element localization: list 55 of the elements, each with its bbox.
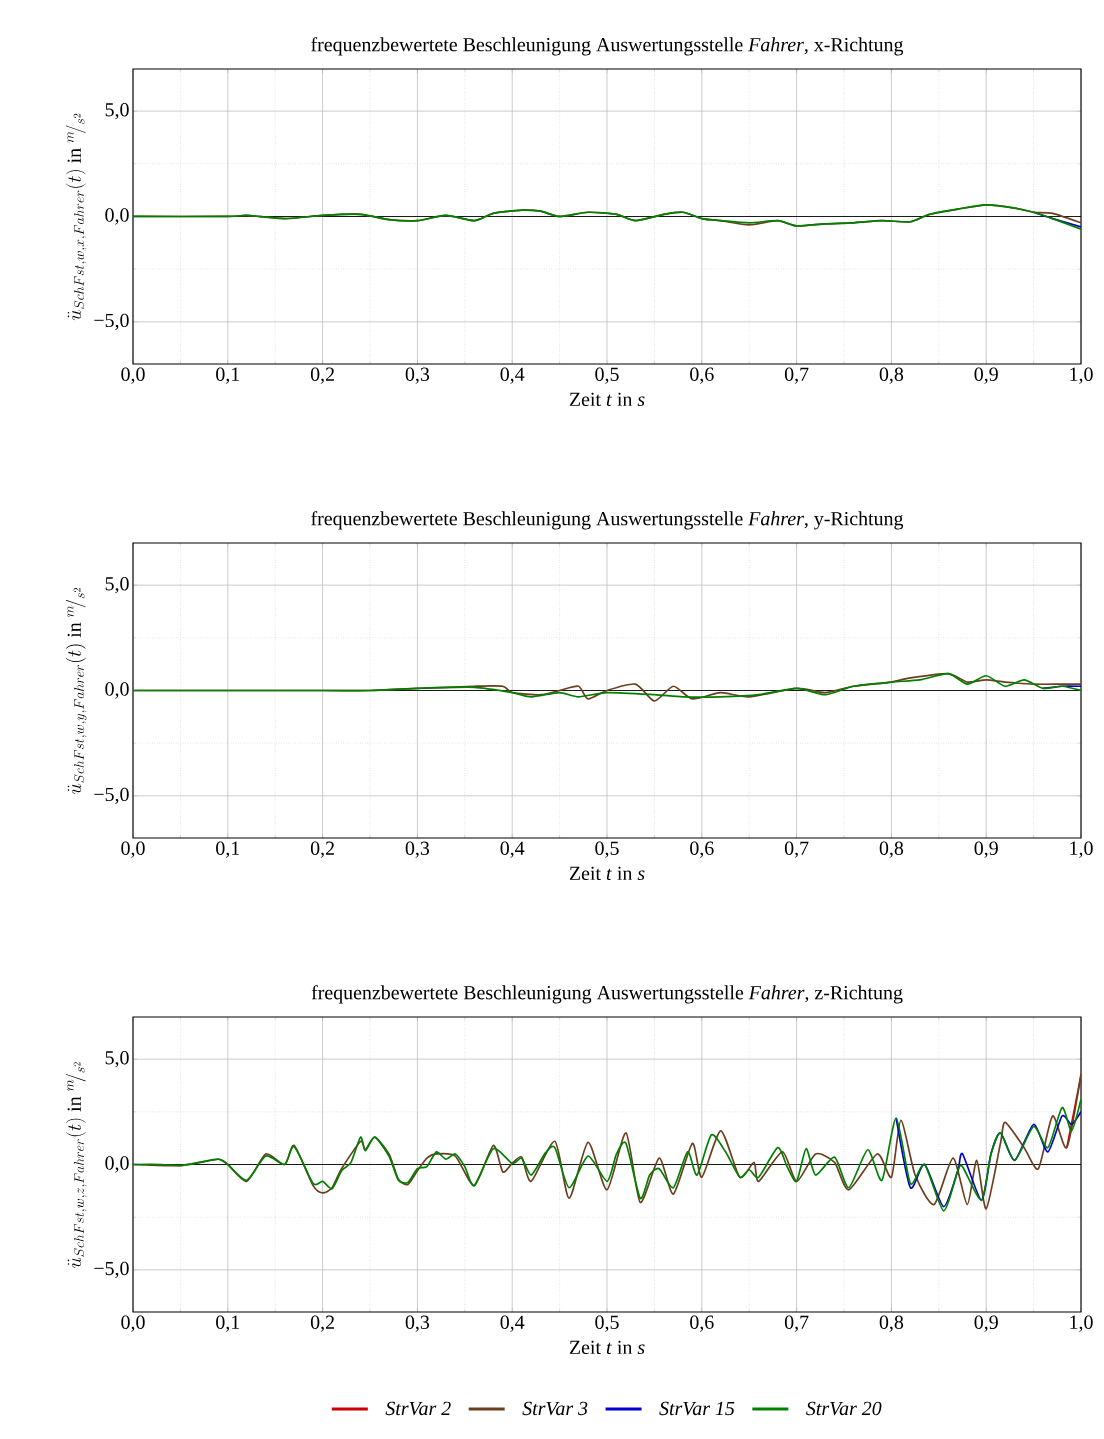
x-axis-title: Zeit t in s xyxy=(569,392,645,407)
chart-title: frequenzbewertete Beschleunigung Auswertungsstelle Fahrer, z-Richtung xyxy=(311,985,903,1004)
y-tick-label: 5,0 xyxy=(105,102,129,120)
y-tick-label: −5,0 xyxy=(94,1261,129,1279)
x-tick-label: 0,7 xyxy=(784,367,809,384)
x-tick-label: 1,0 xyxy=(1070,1315,1093,1332)
y-tick-label: 0,0 xyxy=(105,682,129,699)
chart-title: frequenzbewertete Beschleunigung Auswertungsstelle Fahrer, y-Richtung xyxy=(311,511,904,530)
x-tick-label: 0,5 xyxy=(595,1315,619,1332)
x-tick-label: 0,6 xyxy=(690,1315,714,1332)
y-tick-label: 5,0 xyxy=(105,1050,129,1068)
x-tick-label: 0,1 xyxy=(216,1315,240,1332)
x-tick-label: 0,9 xyxy=(974,1315,998,1332)
x-tick-label: 0,2 xyxy=(310,1315,334,1332)
x-tick-label: 0,9 xyxy=(974,841,998,858)
legend-label: StrVar 3 xyxy=(522,1401,588,1416)
y-axis-title: $\ddot{u}_{SchFst,w,x,Fahrer}(t)\ \mathrm{in}\ {}^{m}\!/_{s^{2}}$ xyxy=(65,113,87,321)
x-tick-label: 0,6 xyxy=(690,841,714,858)
x-tick-label: 1,0 xyxy=(1070,841,1093,858)
x-tick-label: 0,4 xyxy=(500,367,525,384)
x-tick-label: 0,5 xyxy=(595,841,619,858)
x-tick-label: 0,2 xyxy=(310,841,334,858)
y-tick-label: −5,0 xyxy=(94,787,129,804)
x-tick-label: 0,3 xyxy=(405,841,430,858)
x-tick-label: 0,7 xyxy=(784,1315,809,1332)
x-tick-label: 0,5 xyxy=(595,367,619,384)
x-tick-label: 0,0 xyxy=(121,841,145,858)
x-tick-label: 0,8 xyxy=(879,1315,904,1332)
x-tick-label: 0,3 xyxy=(405,367,430,384)
x-tick-label: 0,9 xyxy=(974,367,998,384)
x-tick-label: 0,8 xyxy=(879,367,904,384)
x-axis-title: Zeit t in s xyxy=(569,1340,645,1355)
x-tick-label: 0,8 xyxy=(879,841,904,858)
chart-title: frequenzbewertete Beschleunigung Auswertungsstelle Fahrer, x-Richtung xyxy=(311,37,904,56)
legend-label: StrVar 15 xyxy=(659,1401,735,1416)
y-axis-title: $\ddot{u}_{SchFst,w,y,Fahrer}(t)\ \mathrm{in}\ {}^{m}\!/_{s^{2}}$ xyxy=(65,588,87,794)
x-tick-label: 0,4 xyxy=(500,841,525,858)
x-tick-label: 0,1 xyxy=(216,367,240,384)
x-tick-label: 0,0 xyxy=(121,367,145,384)
x-tick-label: 0,4 xyxy=(500,1315,525,1332)
legend-label: StrVar 2 xyxy=(385,1401,451,1416)
x-tick-label: 0,6 xyxy=(690,367,714,384)
y-tick-label: −5,0 xyxy=(94,313,129,330)
x-tick-label: 0,7 xyxy=(784,841,809,858)
x-tick-label: 0,2 xyxy=(310,367,334,384)
x-axis-title: Zeit t in s xyxy=(569,866,645,881)
x-tick-label: 0,3 xyxy=(405,1315,430,1332)
y-tick-label: 0,0 xyxy=(105,1156,129,1173)
legend-label: StrVar 20 xyxy=(806,1401,882,1416)
y-tick-label: 0,0 xyxy=(105,208,129,225)
y-tick-label: 5,0 xyxy=(105,576,129,594)
y-axis-title: $\ddot{u}_{SchFst,w,z,Fahrer}(t)\ \mathrm{in}\ {}^{m}\!/_{s^{2}}$ xyxy=(65,1062,87,1268)
x-tick-label: 0,0 xyxy=(121,1315,145,1332)
x-tick-label: 1,0 xyxy=(1070,367,1093,384)
x-tick-label: 0,1 xyxy=(216,841,240,858)
